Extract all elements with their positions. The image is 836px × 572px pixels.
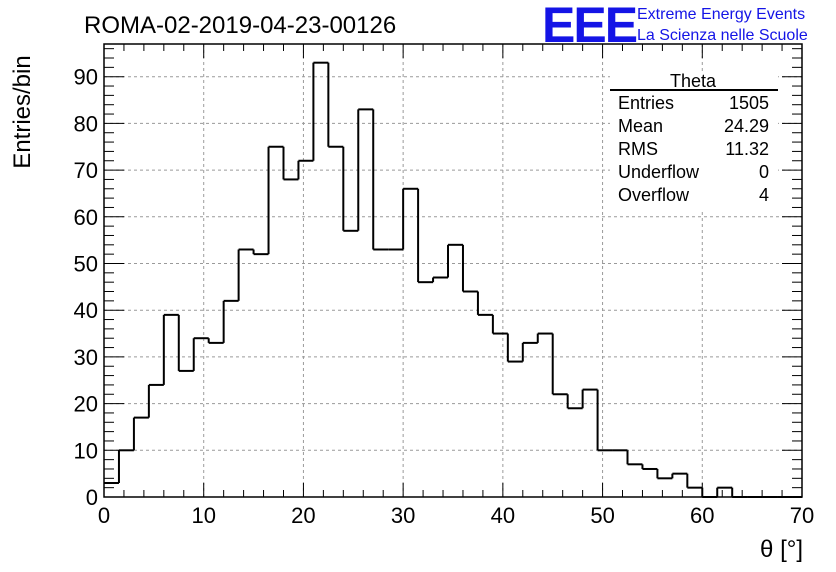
stats-row-label: RMS: [618, 139, 658, 159]
stats-box: Theta Entries 1505 Mean 24.29 RMS 11.32 Underf…: [610, 71, 778, 212]
x-tick-label: 0: [98, 503, 110, 528]
x-tick-label: 40: [491, 503, 515, 528]
y-tick-label: 80: [74, 111, 98, 136]
x-tick-label: 30: [391, 503, 415, 528]
y-tick-label: 40: [74, 298, 98, 323]
stats-box-background: [610, 72, 778, 212]
y-tick-label: 0: [86, 485, 98, 510]
stats-row-value: 24.29: [724, 116, 769, 136]
stats-row-value: 11.32: [725, 139, 769, 159]
x-tick-label: 10: [191, 503, 215, 528]
plot-frame-rect: [103, 43, 803, 498]
eee-logo-line1: Extreme Energy Events: [637, 6, 805, 23]
x-tick-label: 50: [590, 503, 614, 528]
chart-title: ROMA-02-2019-04-23-00126: [84, 12, 396, 39]
stats-rows: Entries 1505 Mean 24.29 RMS 11.32 Underflow 0 Ov…: [618, 93, 769, 205]
y-tick-label: 10: [74, 438, 98, 463]
y-tick-label: 70: [74, 158, 98, 183]
stats-row-label: Entries: [618, 93, 674, 113]
y-tick-label: 60: [74, 205, 98, 230]
y-tick-label: 20: [74, 392, 98, 417]
y-tick-label: 30: [74, 345, 98, 370]
stats-row-value: 0: [759, 162, 769, 182]
x-tick-label: 70: [790, 503, 814, 528]
stats-row-label: Overflow: [618, 185, 690, 205]
eee-logo-line2: La Scienza nelle Scuole: [637, 27, 808, 44]
stats-row-value: 1505: [729, 93, 769, 113]
stats-row-label: Underflow: [618, 162, 700, 182]
y-axis-label: Entries/bin: [9, 55, 36, 168]
stats-box-title: Theta: [670, 71, 717, 91]
histogram-layer: [104, 61, 802, 498]
x-tick-label: 60: [690, 503, 714, 528]
stats-row-value: 4: [759, 185, 769, 205]
axis-ticks: [103, 44, 803, 498]
y-tick-label: 50: [74, 251, 98, 276]
grid: [104, 44, 802, 497]
eee-logo: EEE Extreme Energy Events La Scienza nel…: [542, 0, 808, 53]
x-axis-label: θ [°]: [760, 536, 803, 563]
stats-row-label: Mean: [618, 116, 663, 136]
y-tick-label: 90: [74, 65, 98, 90]
x-tick-label: 20: [291, 503, 315, 528]
plot-frame: [103, 43, 803, 498]
